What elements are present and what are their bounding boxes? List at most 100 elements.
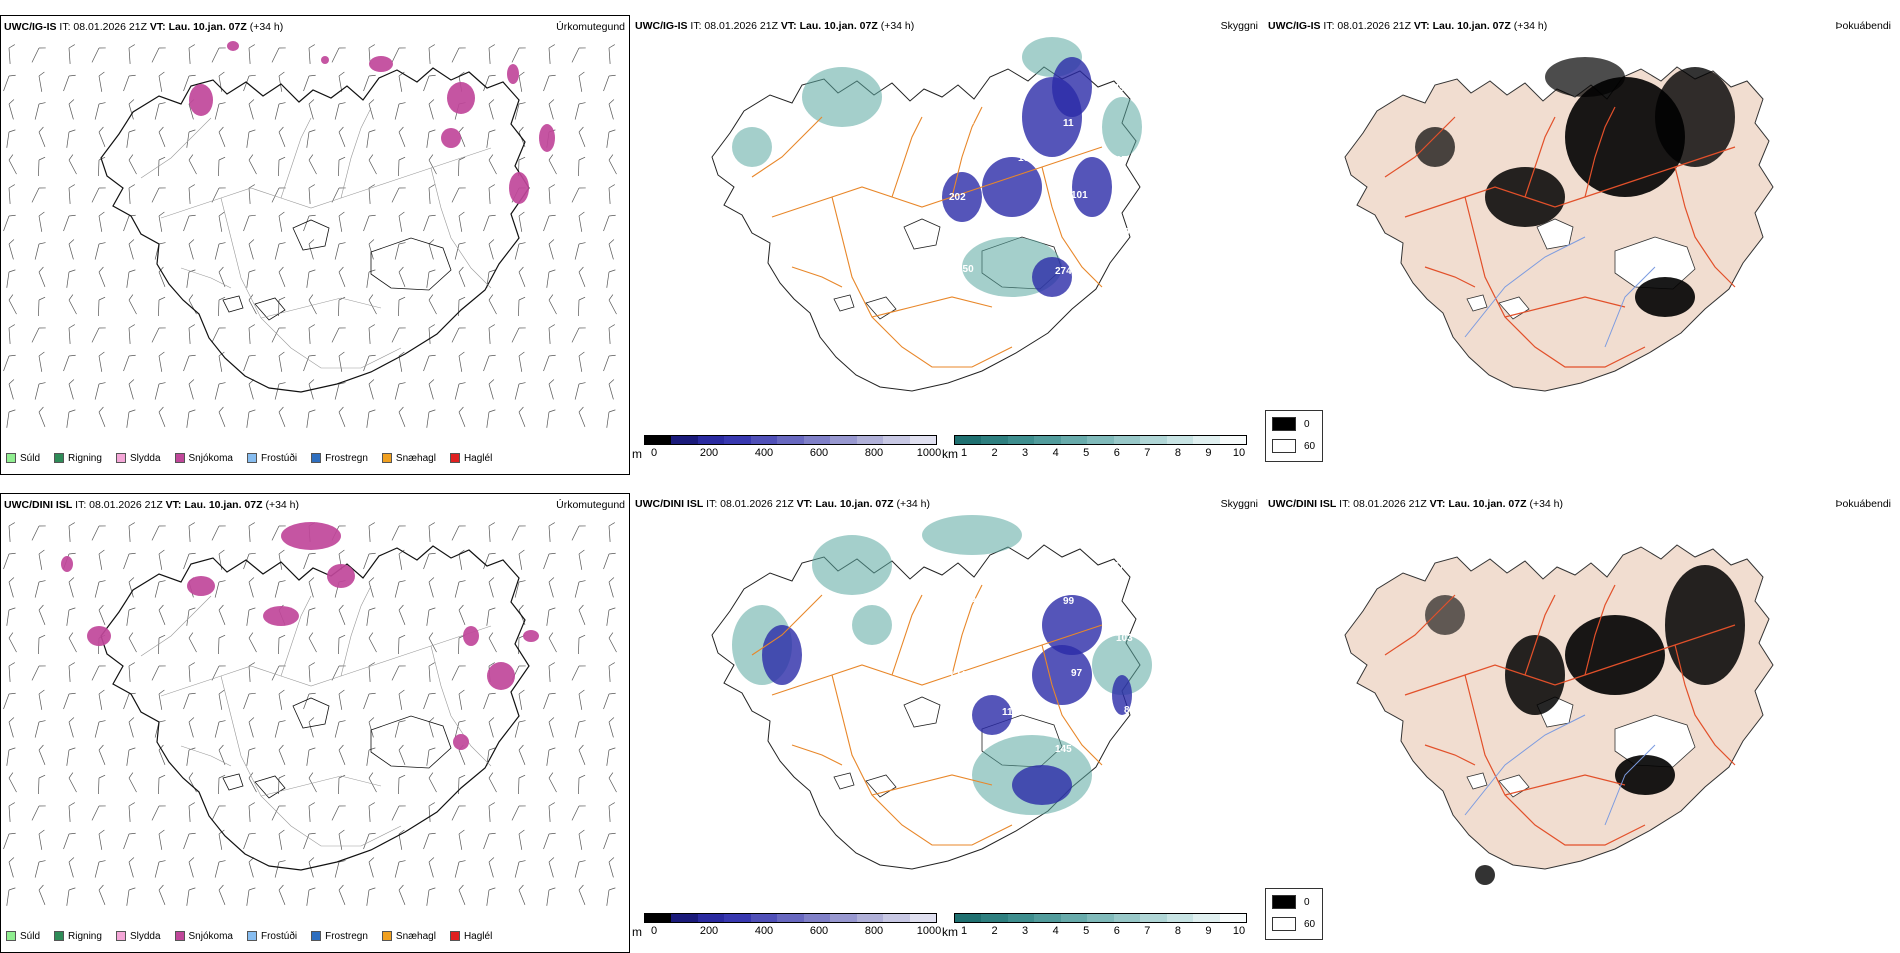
wind-barb	[454, 860, 466, 878]
wind-barb	[128, 717, 135, 738]
wind-barb	[548, 99, 555, 120]
wind-barb	[274, 860, 286, 878]
precip-legend-swatch	[115, 931, 126, 941]
wind-barb	[548, 239, 555, 260]
wind-barb	[98, 604, 106, 625]
wind-barb	[68, 44, 75, 64]
colorbar-cell	[1113, 914, 1141, 922]
field-blob	[1665, 565, 1745, 685]
wind-barb	[126, 129, 136, 148]
cloud-visibility-map: 90 97 100 101 97 150 146 11 17 202 151 274 149	[711, 37, 1142, 392]
wind-barb	[428, 294, 437, 315]
road-line	[831, 674, 1013, 846]
wind-barb	[94, 720, 106, 738]
wind-barb	[608, 522, 615, 542]
wind-barb	[338, 634, 346, 655]
wind-barb	[308, 662, 315, 682]
colorbar-unit: m	[632, 925, 642, 939]
glacier-outline	[1466, 772, 1488, 790]
field-blob	[321, 56, 329, 64]
wind-barb	[248, 294, 257, 315]
colorbar-cell	[750, 914, 778, 922]
glacier-outline	[254, 297, 286, 321]
colorbar-cell	[697, 914, 725, 922]
panel-title: UWC/DINI ISL IT: 08.01.2026 21Z VT: Lau.…	[4, 499, 300, 511]
colorbar-tick: 4	[1052, 925, 1059, 937]
wind-barb	[394, 860, 406, 878]
wind-barb	[8, 522, 15, 542]
road-line	[1504, 774, 1626, 796]
wind-barb	[8, 184, 15, 204]
cloud-base-label: 103	[1116, 633, 1133, 644]
wind-barb	[391, 327, 406, 343]
wind-barb	[518, 549, 525, 570]
colorbar-cell	[883, 436, 910, 444]
road-line	[1674, 166, 1736, 288]
wind-barb	[391, 665, 406, 681]
wind-barb	[66, 269, 76, 288]
wind-barb	[248, 662, 255, 682]
wind-barb	[546, 607, 556, 626]
wind-barb	[514, 382, 526, 400]
wind-barb	[38, 266, 46, 287]
wind-barb	[338, 71, 345, 92]
wind-barb	[394, 102, 406, 120]
wind-barb	[218, 296, 226, 317]
wind-barb	[548, 772, 557, 793]
wind-barb	[68, 577, 75, 598]
wind-barb	[368, 379, 375, 400]
wind-barb	[338, 266, 346, 287]
glacier-outline	[1498, 774, 1530, 798]
wind-barb	[578, 351, 585, 372]
wind-barb	[454, 720, 466, 738]
glacier-outline	[222, 773, 244, 791]
wind-barb	[608, 857, 615, 878]
road-line	[1404, 624, 1736, 696]
wind-barb	[154, 242, 166, 260]
wind-barb	[391, 47, 406, 63]
wind-barb	[63, 692, 76, 710]
wind-barb	[454, 580, 466, 598]
wind-barb	[338, 351, 345, 372]
wind-barb	[128, 802, 135, 822]
wind-barb	[546, 747, 556, 766]
wind-barb	[548, 717, 555, 738]
wind-barb	[151, 47, 166, 63]
wind-barb	[38, 126, 46, 147]
glacier-outline	[370, 715, 452, 769]
wind-barb	[428, 324, 435, 344]
wind-barb	[94, 242, 106, 260]
field-blob	[487, 662, 515, 690]
wind-barb	[458, 884, 466, 905]
wind-barb	[274, 242, 286, 260]
wind-barb	[8, 44, 15, 64]
wind-barb	[98, 549, 105, 570]
wind-barb	[246, 269, 256, 288]
wind-barb	[488, 857, 495, 878]
field-blob	[281, 522, 341, 550]
river-line	[1604, 266, 1656, 348]
road-line	[1041, 166, 1103, 288]
wind-barb	[546, 887, 556, 906]
wind-barb	[426, 129, 436, 148]
field-blob	[87, 626, 111, 646]
wind-barb	[451, 187, 466, 203]
wind-barb	[248, 99, 255, 120]
precip-legend-label: Rigning	[68, 930, 102, 942]
wind-barb	[608, 44, 615, 64]
colorbar-tick: 2	[991, 447, 998, 459]
wind-barb	[6, 747, 16, 766]
road-line	[160, 625, 492, 697]
iceland-coastline	[100, 67, 530, 393]
cloud-base-label: 264	[965, 594, 982, 605]
wind-barb	[128, 294, 137, 315]
wind-barb	[278, 266, 286, 287]
wind-barb	[451, 805, 466, 821]
wind-barb	[338, 689, 345, 710]
colorbar-tick: 9	[1205, 447, 1212, 459]
wind-barb	[274, 102, 286, 120]
wind-barb	[34, 382, 46, 400]
road-line	[751, 594, 823, 656]
wind-barb	[308, 154, 317, 175]
wind-barb	[368, 324, 375, 344]
